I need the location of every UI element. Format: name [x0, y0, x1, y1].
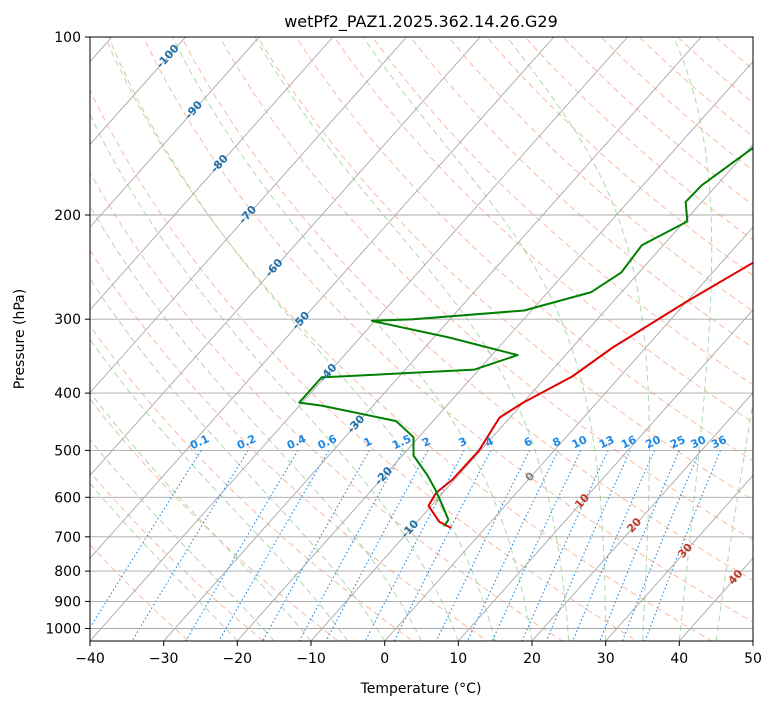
mixing-ratio-line — [393, 450, 492, 641]
mixing-ratio-line — [185, 450, 299, 641]
moist-adiabat — [90, 482, 238, 641]
dry-adiabat — [409, 37, 753, 349]
pressure-gridlines — [90, 214, 753, 629]
mixing-ratio-label: 25 — [668, 433, 687, 451]
moist-adiabat — [90, 277, 386, 641]
mixing-ratio-line — [572, 450, 656, 641]
dry-adiabat — [90, 171, 564, 641]
mixing-ratio-line — [218, 450, 330, 641]
y-tick-label: 900 — [54, 594, 81, 610]
moist-adiabat — [108, 37, 496, 641]
chart-title: wetPf2_PAZ1.2025.362.14.26.G29 — [284, 12, 558, 32]
mixing-ratio-line — [545, 450, 631, 641]
isotherm-line — [163, 37, 702, 641]
isotherm-line — [90, 37, 407, 394]
mixing-ratio-line — [435, 450, 531, 641]
y-tick-label: 200 — [54, 208, 81, 224]
x-tick-label: −30 — [149, 651, 179, 667]
isotherm-line — [605, 474, 753, 641]
y-tick-label: 100 — [54, 30, 81, 46]
dry-adiabat — [104, 37, 713, 641]
moist-adiabat — [506, 37, 650, 641]
x-tick-label: 50 — [744, 651, 762, 667]
mixing-ratio-label: 16 — [619, 433, 639, 451]
mixing-ratio-line — [599, 450, 680, 641]
dry-adiabat — [90, 249, 489, 641]
x-tick-label: 10 — [449, 651, 467, 667]
y-axis-label: Pressure (hPa) — [12, 289, 28, 389]
dry-adiabat — [257, 37, 753, 501]
y-tick-label: 300 — [54, 312, 81, 328]
dry-adiabat — [90, 471, 265, 641]
y-tick-label: 500 — [54, 443, 81, 459]
moist-adiabat — [172, 37, 533, 641]
mixing-ratio-label: 10 — [570, 433, 590, 451]
isotherm-line — [457, 309, 753, 641]
mixing-ratio-line — [364, 450, 465, 641]
x-tick-label: 20 — [523, 651, 541, 667]
moist-adiabat — [90, 205, 422, 641]
dry-adiabat — [90, 398, 340, 641]
x-tick-label: 40 — [670, 651, 688, 667]
mixing-ratio-label: 20 — [643, 433, 663, 451]
dry-adiabat — [448, 37, 753, 312]
x-tick-label: 0 — [380, 651, 389, 667]
moist-adiabat — [362, 37, 607, 641]
moist-adiabat — [673, 37, 713, 641]
x-tick-label: 30 — [597, 651, 615, 667]
isotherm-line — [90, 37, 481, 477]
mixing-ratio-line — [521, 450, 609, 641]
isotherm-line — [236, 60, 753, 641]
x-tick-label: −20 — [223, 651, 253, 667]
isotherms — [90, 37, 753, 641]
mixing-ratio-lines — [90, 450, 722, 641]
moist-adiabat — [90, 113, 459, 641]
dry-adiabat — [180, 37, 753, 582]
plot-area: 0.1 0.2 0.4 0.6 1 1.5 2 3 4 6 8 10 13 16 20 25 30 36-100-… — [90, 37, 753, 641]
mixing-ratio-line — [90, 450, 202, 629]
x-axis-label: Temperature (°C) — [360, 681, 482, 697]
plot-frame — [89, 36, 754, 642]
moist-adiabat — [90, 438, 275, 641]
isotherm-line — [310, 143, 753, 641]
mixing-ratio-label: 36 — [709, 433, 729, 451]
y-tick-label: 700 — [54, 530, 81, 546]
moist-adiabats — [90, 37, 753, 641]
dry-adiabat — [142, 37, 753, 623]
isotherm-line — [90, 37, 260, 228]
isotherm-line — [90, 37, 334, 311]
isotherm-line — [90, 37, 628, 641]
y-tick-label: 400 — [54, 386, 81, 402]
axes: −40 −30 −20 −10 0 10 20 30 40 50 100 200 300 400 500 60… — [45, 30, 762, 667]
dry-adiabat — [219, 37, 753, 541]
dry-adiabats — [90, 37, 753, 641]
y-tick-label: 800 — [54, 564, 81, 580]
dry-adiabat — [333, 37, 753, 424]
moist-adiabat — [715, 400, 753, 641]
isotherm-line — [90, 37, 555, 559]
dewpoint-profile — [298, 146, 753, 527]
isotherm-line — [384, 226, 753, 641]
x-tick-label: −40 — [75, 651, 105, 667]
mixing-ratio-line — [466, 450, 559, 641]
isotherm-line — [90, 37, 186, 146]
dry-adiabat — [371, 37, 753, 386]
mixing-ratio-line — [325, 450, 429, 641]
mixing-ratio-line — [298, 450, 404, 641]
dry-adiabat — [90, 324, 414, 641]
moist-adiabat — [90, 338, 349, 641]
isotherm-line — [531, 392, 753, 641]
y-tick-label: 1000 — [45, 622, 81, 638]
x-tick-label: −10 — [296, 651, 326, 667]
dry-adiabat — [90, 88, 639, 641]
mixing-ratio-label: 13 — [597, 433, 616, 451]
mixing-ratio-line — [491, 450, 582, 641]
mixing-ratio-label: 30 — [689, 433, 709, 451]
profile-series — [298, 146, 753, 529]
y-tick-label: 600 — [54, 490, 81, 506]
moist-adiabat — [254, 37, 570, 641]
